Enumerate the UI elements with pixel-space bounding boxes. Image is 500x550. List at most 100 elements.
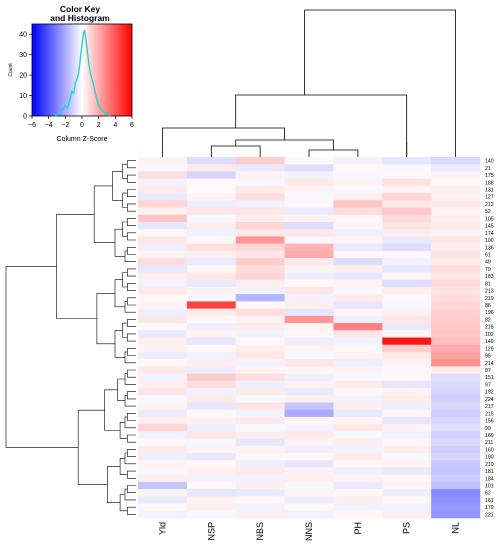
heatmap-cell <box>382 467 432 475</box>
heatmap-cell <box>382 402 432 410</box>
heatmap-cell <box>284 460 334 468</box>
heatmap-cell <box>382 308 432 317</box>
heatmap-cell <box>186 185 237 194</box>
heatmap-cell <box>138 193 188 201</box>
row-dendrogram-branch <box>112 171 123 201</box>
heatmap-cell <box>186 207 237 216</box>
heatmap-cell <box>431 510 481 519</box>
heatmap-cell <box>138 250 188 259</box>
heatmap-cell <box>382 366 432 374</box>
heatmap-cell <box>138 258 188 266</box>
heatmap-cell <box>431 171 481 179</box>
heatmap-cell <box>138 164 188 172</box>
heatmap-cell <box>284 402 334 410</box>
heatmap-cell <box>138 178 188 187</box>
row-dendrogram-branch <box>127 268 136 277</box>
heatmap-cell <box>333 351 383 360</box>
heatmap-row-label: 151 <box>485 375 494 381</box>
heatmap-cell <box>431 359 481 367</box>
heatmap-cell <box>138 510 188 519</box>
row-dendrogram-branch <box>122 322 128 338</box>
heatmap-row-label: 196 <box>485 310 494 316</box>
heatmap-row-label: 175 <box>485 173 494 179</box>
heatmap-cell <box>284 359 334 367</box>
heatmap-cell <box>186 171 237 179</box>
heatmap-cell <box>382 510 432 519</box>
heatmap-cell <box>138 315 188 324</box>
heatmap-cell <box>333 366 383 374</box>
heatmap-cell <box>186 409 237 418</box>
heatmap-cell <box>284 315 334 324</box>
heatmap-cell <box>186 330 237 338</box>
heatmap-cell <box>382 315 432 324</box>
heatmap-cell <box>186 438 237 447</box>
heatmap-cell <box>284 496 334 504</box>
heatmap-row-label: 97 <box>485 382 491 388</box>
heatmap-cell <box>333 388 383 396</box>
heatmap-cell <box>186 344 237 353</box>
heatmap-cell <box>138 416 188 425</box>
heatmap-cell <box>186 200 237 208</box>
heatmap-cell <box>382 424 432 432</box>
row-dendrogram-branch <box>127 189 136 197</box>
heatmap-row-label: 131 <box>485 187 494 193</box>
heatmap-cell <box>284 489 334 497</box>
row-dendrogram-branch <box>127 434 136 443</box>
heatmap-cell <box>333 359 383 367</box>
heatmap-cell <box>333 286 383 295</box>
heatmap-column-label: PS <box>402 522 412 534</box>
heatmap-cell <box>235 445 285 454</box>
heatmap-cell <box>235 301 285 309</box>
color-key-y-axis: 0 10 20 30 40 <box>19 32 32 121</box>
heatmap-row-label: 100 <box>485 238 494 244</box>
heatmap-cell <box>235 272 285 281</box>
row-dendrogram-branch <box>124 452 136 465</box>
heatmap-cell <box>235 243 285 252</box>
heatmap-cell <box>186 315 237 324</box>
heatmap-cell <box>382 496 432 504</box>
heatmap-cell <box>186 460 237 468</box>
heatmap-cell <box>333 272 383 281</box>
heatmap-cell <box>138 438 188 447</box>
heatmap-cell <box>333 164 383 172</box>
color-key-y-tick-label: 30 <box>19 52 27 59</box>
heatmap-column-label: PH <box>353 522 363 535</box>
heatmap-cell <box>284 445 334 454</box>
heatmap-row-label: 211 <box>485 440 493 446</box>
heatmap-cell <box>284 380 334 389</box>
color-key-x-tick-label: 4 <box>113 122 117 129</box>
row-dendrogram-branch <box>127 391 136 400</box>
heatmap-row-label: 82 <box>485 317 491 323</box>
heatmap-cell <box>138 229 188 237</box>
heatmap-row-label: 61 <box>485 252 491 258</box>
heatmap-cell <box>235 185 285 194</box>
heatmap-cell <box>138 380 188 389</box>
row-dendrogram-branch <box>122 163 128 179</box>
heatmap-cell <box>284 236 334 244</box>
heatmap-cell <box>431 337 481 346</box>
heatmap-cell <box>431 193 481 201</box>
heatmap-cell <box>186 380 237 389</box>
heatmap-cell <box>186 489 237 497</box>
heatmap-row-label: 86 <box>485 303 491 309</box>
heatmap-cell <box>431 315 481 324</box>
heatmap-cell <box>235 193 285 201</box>
heatmap-cell <box>138 236 188 244</box>
heatmap-cell <box>382 344 432 353</box>
heatmap-cell <box>431 258 481 266</box>
heatmap-cell <box>382 243 432 252</box>
heatmap-cell <box>431 301 481 309</box>
heatmap-cell <box>138 265 188 273</box>
heatmap-cell <box>431 207 481 216</box>
heatmap-cell <box>284 330 334 338</box>
heatmap-cell <box>333 445 383 454</box>
heatmap-cell <box>431 503 481 512</box>
heatmap-cell <box>382 453 432 461</box>
heatmap-cell <box>186 424 237 432</box>
heatmap-cell <box>186 301 237 309</box>
heatmap-cell <box>431 424 481 432</box>
color-key-x-tick-label: 2 <box>97 122 101 129</box>
heatmap-cell <box>431 431 481 439</box>
heatmap-cell <box>138 431 188 439</box>
row-dendrogram-branch <box>124 416 136 429</box>
